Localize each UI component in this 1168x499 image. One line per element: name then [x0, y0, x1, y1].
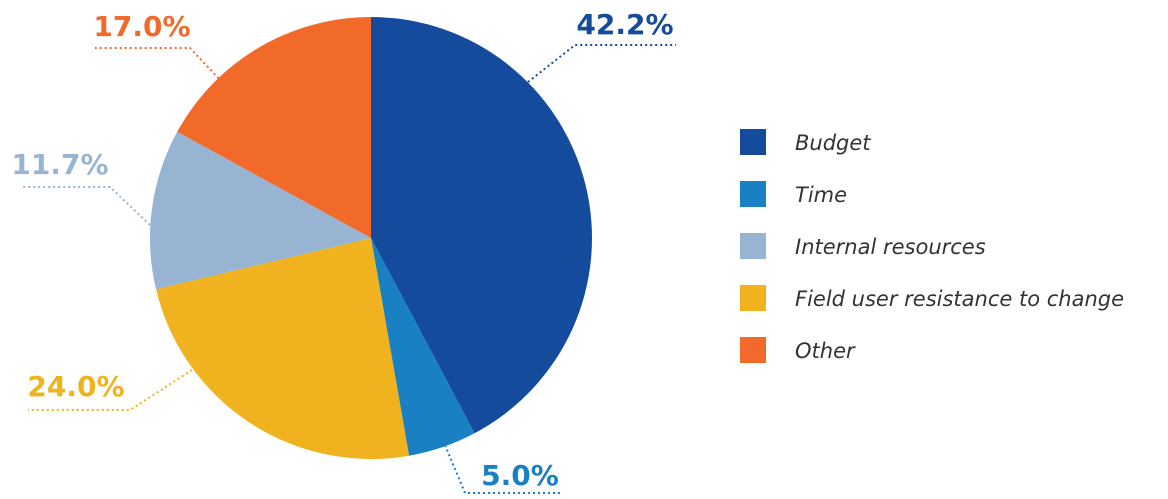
data-label: 17.0% — [93, 10, 190, 43]
legend-swatch — [740, 129, 766, 155]
leader-line — [20, 186, 151, 226]
data-label: 24.0% — [27, 370, 124, 403]
leader-line — [527, 44, 676, 83]
pie-slice — [371, 238, 475, 456]
legend-label: Other — [795, 339, 856, 363]
legend-swatch — [740, 285, 766, 311]
legend-swatch — [740, 233, 766, 259]
pie-slice — [371, 17, 593, 434]
leader-line — [28, 369, 193, 411]
legend-swatch — [740, 337, 766, 363]
legend-label: Budget — [795, 131, 871, 155]
leader-line — [444, 444, 560, 494]
pie-slice — [177, 17, 371, 238]
leader-line — [95, 47, 223, 83]
pie-slice — [156, 238, 410, 459]
legend-label: Internal resources — [795, 235, 986, 259]
legend-swatch — [740, 181, 766, 207]
data-label: 11.7% — [11, 148, 108, 181]
legend-label: Field user resistance to change — [795, 287, 1124, 311]
data-label: 5.0% — [481, 459, 559, 492]
pie-slice — [150, 131, 371, 290]
data-label: 42.2% — [576, 8, 673, 41]
legend-label: Time — [795, 183, 847, 207]
